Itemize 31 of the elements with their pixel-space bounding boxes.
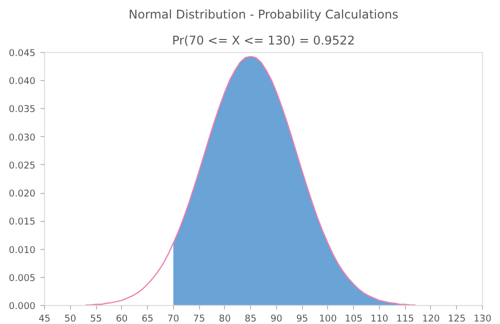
x-tick-label: 115 (396, 314, 414, 324)
y-tick-label: 0.045 (8, 48, 36, 59)
x-tick-label: 50 (64, 314, 76, 324)
y-tick-label: 0.035 (8, 104, 36, 116)
line-series (85, 56, 416, 306)
y-tick-label: 0.005 (8, 272, 36, 284)
x-tick-label: 60 (116, 314, 128, 324)
y-tick-label: 0.020 (8, 188, 36, 200)
y-tick-label: 0.025 (8, 160, 36, 172)
x-tick-label: 70 (167, 314, 180, 324)
y-tick-label: 0.010 (8, 244, 36, 256)
x-tick-label: 125 (448, 314, 466, 324)
x-tick-label: 95 (296, 314, 308, 324)
y-tick-label: 0.015 (8, 216, 36, 228)
x-tick-label: 80 (218, 314, 231, 324)
x-tick-label: 120 (422, 314, 440, 324)
x-tick-label: 85 (244, 314, 257, 324)
y-tick-label: 0.000 (8, 301, 36, 312)
x-tick-label: 65 (142, 314, 154, 324)
x-tick-label: 75 (193, 314, 206, 324)
x-tick-label: 130 (474, 314, 492, 324)
chart-subtitle: Pr(70 <= X <= 130) = 0.9522 (172, 34, 355, 48)
x-tick-label: 110 (370, 314, 388, 324)
x-tick-label: 45 (38, 314, 50, 324)
x-tick-label: 100 (319, 314, 337, 324)
x-tick-label: 90 (270, 314, 282, 324)
chart-title: Normal Distribution - Probability Calculations (128, 8, 398, 22)
x-tick-label: 55 (90, 314, 102, 324)
y-tick-label: 0.030 (8, 132, 36, 144)
y-tick-label: 0.040 (8, 76, 36, 88)
x-tick-label: 105 (344, 314, 363, 324)
